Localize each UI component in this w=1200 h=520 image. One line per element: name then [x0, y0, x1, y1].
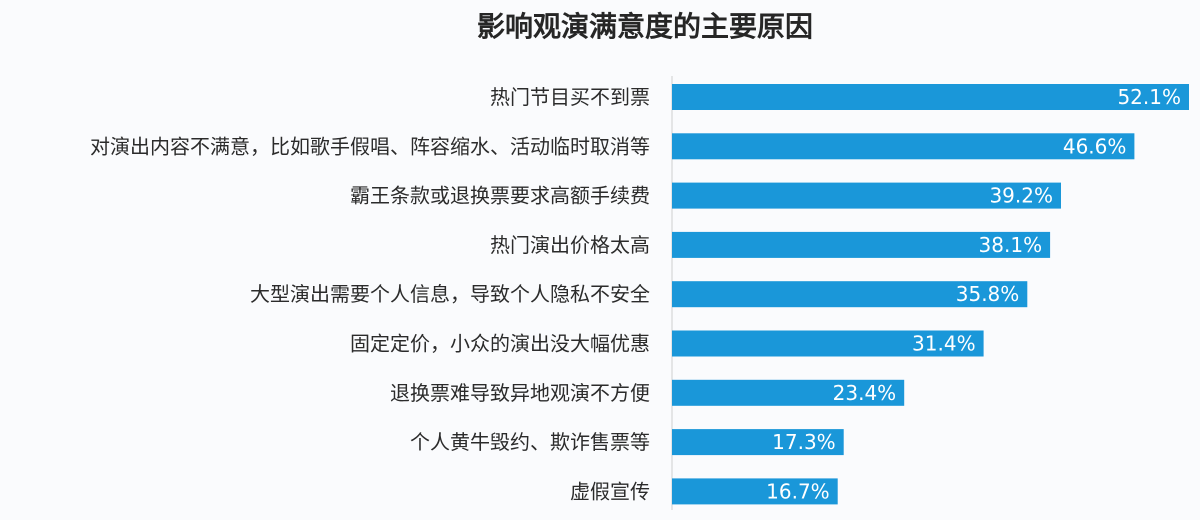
value-label: 17.3% — [772, 430, 836, 454]
bar — [672, 281, 1028, 308]
bar — [672, 330, 984, 357]
value-label: 46.6% — [1063, 134, 1127, 158]
category-label: 霸王条款或退换票要求高额手续费 — [350, 184, 650, 208]
value-label: 23.4% — [833, 381, 897, 405]
bar — [672, 231, 1051, 258]
category-label: 大型演出需要个人信息，导致个人隐私不安全 — [250, 282, 650, 306]
bar — [672, 182, 1061, 209]
category-label: 对演出内容不满意，比如歌手假唱、阵容缩水、活动临时取消等 — [90, 134, 650, 158]
bar — [672, 429, 844, 456]
value-label: 31.4% — [912, 332, 976, 356]
category-label: 虚假宣传 — [570, 479, 650, 503]
category-label: 个人黄牛毁约、欺诈售票等 — [410, 430, 650, 454]
value-label: 16.7% — [766, 479, 830, 503]
bar — [672, 379, 905, 406]
chart-title: 影响观演满意度的主要原因 — [477, 10, 813, 43]
value-label: 35.8% — [956, 282, 1020, 306]
category-label: 固定定价，小众的演出没大幅优惠 — [350, 332, 650, 356]
value-label: 39.2% — [989, 184, 1053, 208]
category-label: 热门演出价格太高 — [490, 233, 650, 257]
bar — [672, 133, 1135, 160]
value-label: 52.1% — [1117, 85, 1181, 109]
bar — [672, 478, 838, 505]
value-label: 38.1% — [979, 233, 1043, 257]
category-label: 退换票难导致异地观演不方便 — [390, 381, 650, 405]
bar — [672, 84, 1189, 110]
category-label: 热门节目买不到票 — [490, 85, 650, 109]
bars-group: 热门节目买不到票 52.1% 对演出内容不满意，比如歌手假唱、阵容缩水、活动临时取消… — [90, 84, 1189, 505]
